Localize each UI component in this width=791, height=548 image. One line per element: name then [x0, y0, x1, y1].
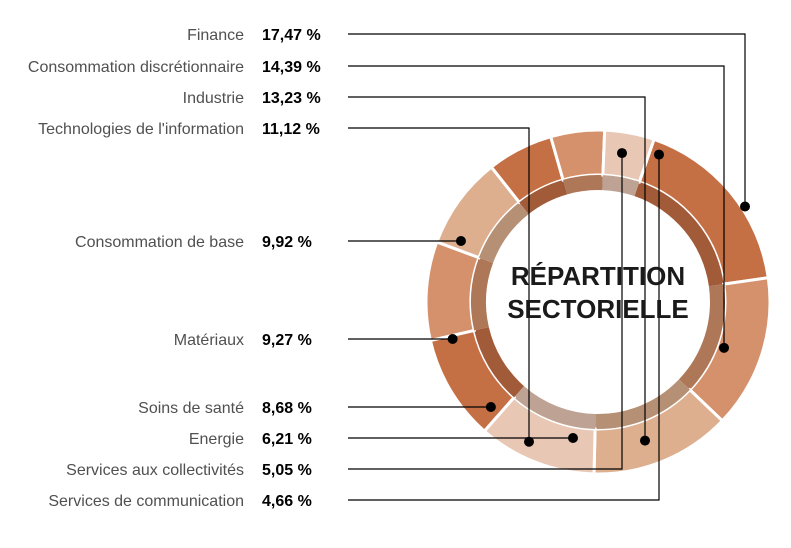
donut-slice: [424, 240, 481, 343]
leader-dot: [719, 342, 729, 353]
donut-inner-shade: [470, 257, 494, 331]
value-label: 4,66 %: [262, 493, 312, 510]
category-label: Soins de santé: [138, 400, 244, 417]
donut-inner-shade: [595, 379, 690, 429]
value-label: 9,27 %: [262, 332, 312, 349]
leader-line: [348, 127, 530, 442]
value-label: 8,68 %: [262, 400, 312, 417]
leader-line: [348, 65, 725, 348]
leader-lines: [348, 33, 750, 501]
donut-inner-shade: [602, 175, 640, 197]
category-label: Technologies de l'information: [38, 121, 244, 138]
leader-dot: [640, 435, 650, 446]
value-label: 6,21 %: [262, 431, 312, 448]
category-label: Consommation discrétionnaire: [28, 59, 244, 76]
category-label: Consommation de base: [75, 234, 244, 251]
donut-inner-shade: [519, 179, 568, 215]
value-label: 14,39 %: [262, 59, 321, 76]
leader-dot: [568, 433, 578, 443]
category-label: Matériaux: [174, 332, 244, 349]
leader-dot: [447, 334, 458, 344]
donut-inner-shade: [478, 202, 529, 263]
category-label: Services aux collectivités: [66, 462, 244, 479]
leader-dot: [654, 149, 664, 160]
donut-inner-shade: [563, 174, 603, 195]
value-label: 17,47 %: [262, 27, 321, 44]
value-label: 9,92 %: [262, 234, 312, 251]
donut-ring: [424, 128, 772, 476]
value-label: 5,05 %: [262, 462, 312, 479]
leader-dot: [740, 201, 750, 212]
donut-inner-shade: [474, 327, 524, 398]
donut-inner-shade: [634, 181, 724, 287]
category-label: Industrie: [183, 90, 244, 107]
leader-line: [348, 154, 660, 501]
donut-inner-shade: [678, 284, 726, 390]
value-label: 13,23 %: [262, 90, 321, 107]
category-label: Services de communication: [48, 493, 244, 510]
leader-dot: [617, 148, 627, 159]
leader-line: [348, 153, 623, 470]
leader-line: [348, 96, 646, 441]
value-label: 11,12 %: [262, 121, 320, 138]
category-label: Finance: [187, 27, 244, 44]
category-labels: Finance 17,47 % Consommation discrétionnai…: [28, 27, 321, 510]
leader-dot: [485, 402, 496, 412]
leader-line: [348, 33, 746, 207]
chart-title-line-1: RÉPARTITION: [511, 261, 685, 291]
leader-dot: [524, 436, 534, 447]
category-label: Energie: [189, 431, 244, 448]
chart-title-line-2: SECTORIELLE: [507, 294, 689, 324]
donut-inner-shade: [514, 386, 596, 429]
leader-dot: [455, 236, 466, 246]
